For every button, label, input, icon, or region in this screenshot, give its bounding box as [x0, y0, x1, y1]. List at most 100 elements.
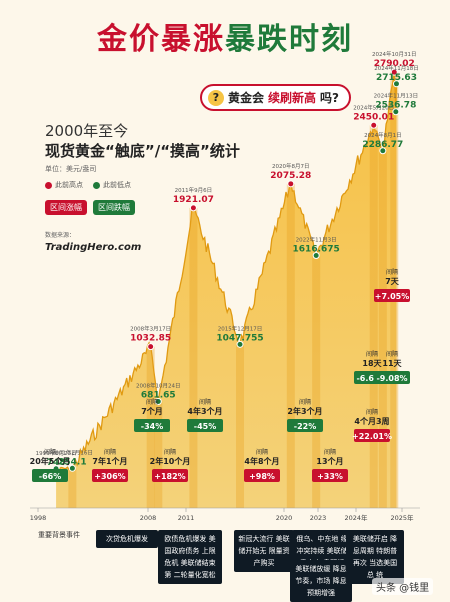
segment-bar: [378, 150, 387, 508]
interval-label: 间隔: [256, 448, 268, 456]
event-box: 欧债危机爆发 美国政府债务 上限危机 美联储结束第 二轮量化宽松: [158, 530, 222, 584]
point-value-label: 1921.07: [173, 195, 214, 205]
interval-change-value: +306%: [94, 472, 125, 481]
source-label: 数据来源：: [45, 232, 76, 239]
x-tick-label: 2011: [178, 514, 195, 522]
segment-bar: [68, 468, 77, 508]
legend-high-label: 此前高点: [55, 181, 83, 189]
segment-bar: [286, 183, 295, 508]
interval-label: 间隔: [366, 350, 378, 358]
point-marker: [392, 108, 400, 116]
title-part1: 金价: [97, 22, 161, 57]
legend-low: 此前低点: [93, 180, 131, 190]
interval-change-box: [92, 469, 128, 482]
change-chips: 区间涨幅 区间跌幅: [45, 200, 135, 215]
footer-brand: 头条 @钱里: [372, 578, 434, 595]
interval-change-value: -45%: [194, 422, 216, 431]
interval-change-box: [374, 371, 410, 384]
point-value-label: 254.1: [58, 457, 86, 467]
point-marker: [287, 180, 295, 188]
point-value-label: 2075.28: [270, 171, 311, 181]
price-area: [56, 72, 397, 508]
event-box: 美联储开启 降息周期 特朗普再次 当选美国总 统: [346, 530, 404, 584]
point-marker: [147, 343, 155, 351]
point-marker: [392, 80, 400, 88]
point-value-label: 2715.63: [376, 73, 417, 83]
interval-label: 间隔: [366, 408, 378, 416]
segment-bar: [369, 125, 378, 509]
point-value-label: 2286.77: [362, 140, 403, 150]
event-box: 次贷危机爆发: [96, 530, 158, 548]
point-marker: [236, 340, 244, 348]
interval-label: 间隔: [164, 448, 176, 456]
events-label: 重要背景事件: [38, 531, 80, 539]
point-marker: [154, 398, 162, 406]
page-title: 金价暴涨暴跌时刻: [0, 14, 450, 58]
point-date-label: 2024年5月20日: [353, 103, 394, 111]
interval-label: 间隔: [386, 268, 398, 276]
interval-duration: 4年3个月: [187, 406, 222, 416]
chip-rise: 区间涨幅: [45, 200, 87, 215]
point-date-label: 2011年9月6日: [175, 186, 213, 194]
interval-duration: 7个月: [141, 406, 163, 416]
event-box: 新冠大流行 美联储开始无 限量资产购买: [234, 530, 294, 572]
point-value-label: 681.65: [141, 391, 176, 401]
brand-logo: TradingHero.com: [45, 242, 142, 253]
point-value-label: 2536.78: [375, 101, 416, 111]
interval-duration: 4年8个月: [244, 456, 279, 466]
interval-duration: 20年5个月: [30, 456, 71, 466]
x-tick-label: 2023: [310, 514, 327, 522]
point-value-label: 1047.755: [216, 333, 263, 343]
interval-duration: 7年1个月: [92, 456, 127, 466]
x-tick-label: 2008: [140, 514, 157, 522]
interval-change-box: [32, 469, 68, 482]
x-tick-label: 1998: [30, 514, 47, 522]
point-date-label: 1999年8月23日: [36, 449, 77, 457]
interval-change-box: [187, 419, 223, 432]
title-part4: 时刻: [289, 22, 353, 57]
subtitle-main: 现货黄金“触底”/“摸高”统计: [45, 142, 240, 160]
segment-bar: [236, 344, 245, 508]
point-date-label: 2015年12月17日: [218, 324, 263, 332]
point-date-label: 2024年10月31日: [372, 50, 417, 58]
interval-change-value: -66%: [39, 472, 61, 481]
interval-change-box: [134, 419, 170, 432]
interval-change-value: +33%: [317, 472, 343, 481]
point-marker: [390, 68, 398, 76]
interval-label: 间隔: [386, 350, 398, 358]
interval-label: 间隔: [104, 448, 116, 456]
point-date-label: 2024年11月13日: [374, 92, 419, 100]
interval-change-box: [312, 469, 348, 482]
interval-change-value: -34%: [141, 422, 163, 431]
interval-duration: 18天: [362, 359, 382, 368]
point-date-label: 2020年8月7日: [272, 162, 310, 170]
interval-duration: 11天: [382, 359, 402, 368]
point-value-label: 2790.02: [374, 59, 415, 69]
point-date-label: 2001年2月16日: [52, 448, 93, 456]
segment-bar: [154, 401, 163, 508]
interval-change-value: -9.08%: [376, 374, 407, 383]
interval-change-value: -22%: [294, 422, 316, 431]
title-part2: 暴涨: [161, 22, 225, 57]
title-part3: 暴跌: [225, 22, 289, 57]
interval-duration: 2年10个月: [150, 456, 191, 466]
interval-label: 间隔: [146, 398, 158, 406]
point-value-label: 1032.85: [130, 334, 171, 344]
interval-change-box: [244, 469, 280, 482]
question-bubble: ? 黄金会 续刷新高 吗?: [200, 84, 351, 111]
price-line: [56, 72, 398, 471]
x-tick-label: 2020: [276, 514, 293, 522]
legend-high: 此前高点: [45, 180, 83, 190]
point-value-label: 1616.675: [293, 244, 340, 254]
legend-low-dot-icon: [93, 181, 100, 189]
interval-change-value: -6.67%: [356, 374, 387, 383]
point-marker: [189, 204, 197, 212]
point-date-label: 2024年11月18日: [374, 64, 419, 72]
unit-label: 单位：美元/盎司: [45, 165, 97, 173]
interval-duration: 4个月3周: [354, 416, 389, 426]
legend-low-label: 此前低点: [103, 181, 131, 189]
segment-bar: [312, 255, 321, 508]
interval-duration: 7天: [385, 277, 400, 286]
x-tick-label: 2025年: [390, 513, 414, 522]
question-highlight: 续刷新高: [268, 91, 317, 105]
